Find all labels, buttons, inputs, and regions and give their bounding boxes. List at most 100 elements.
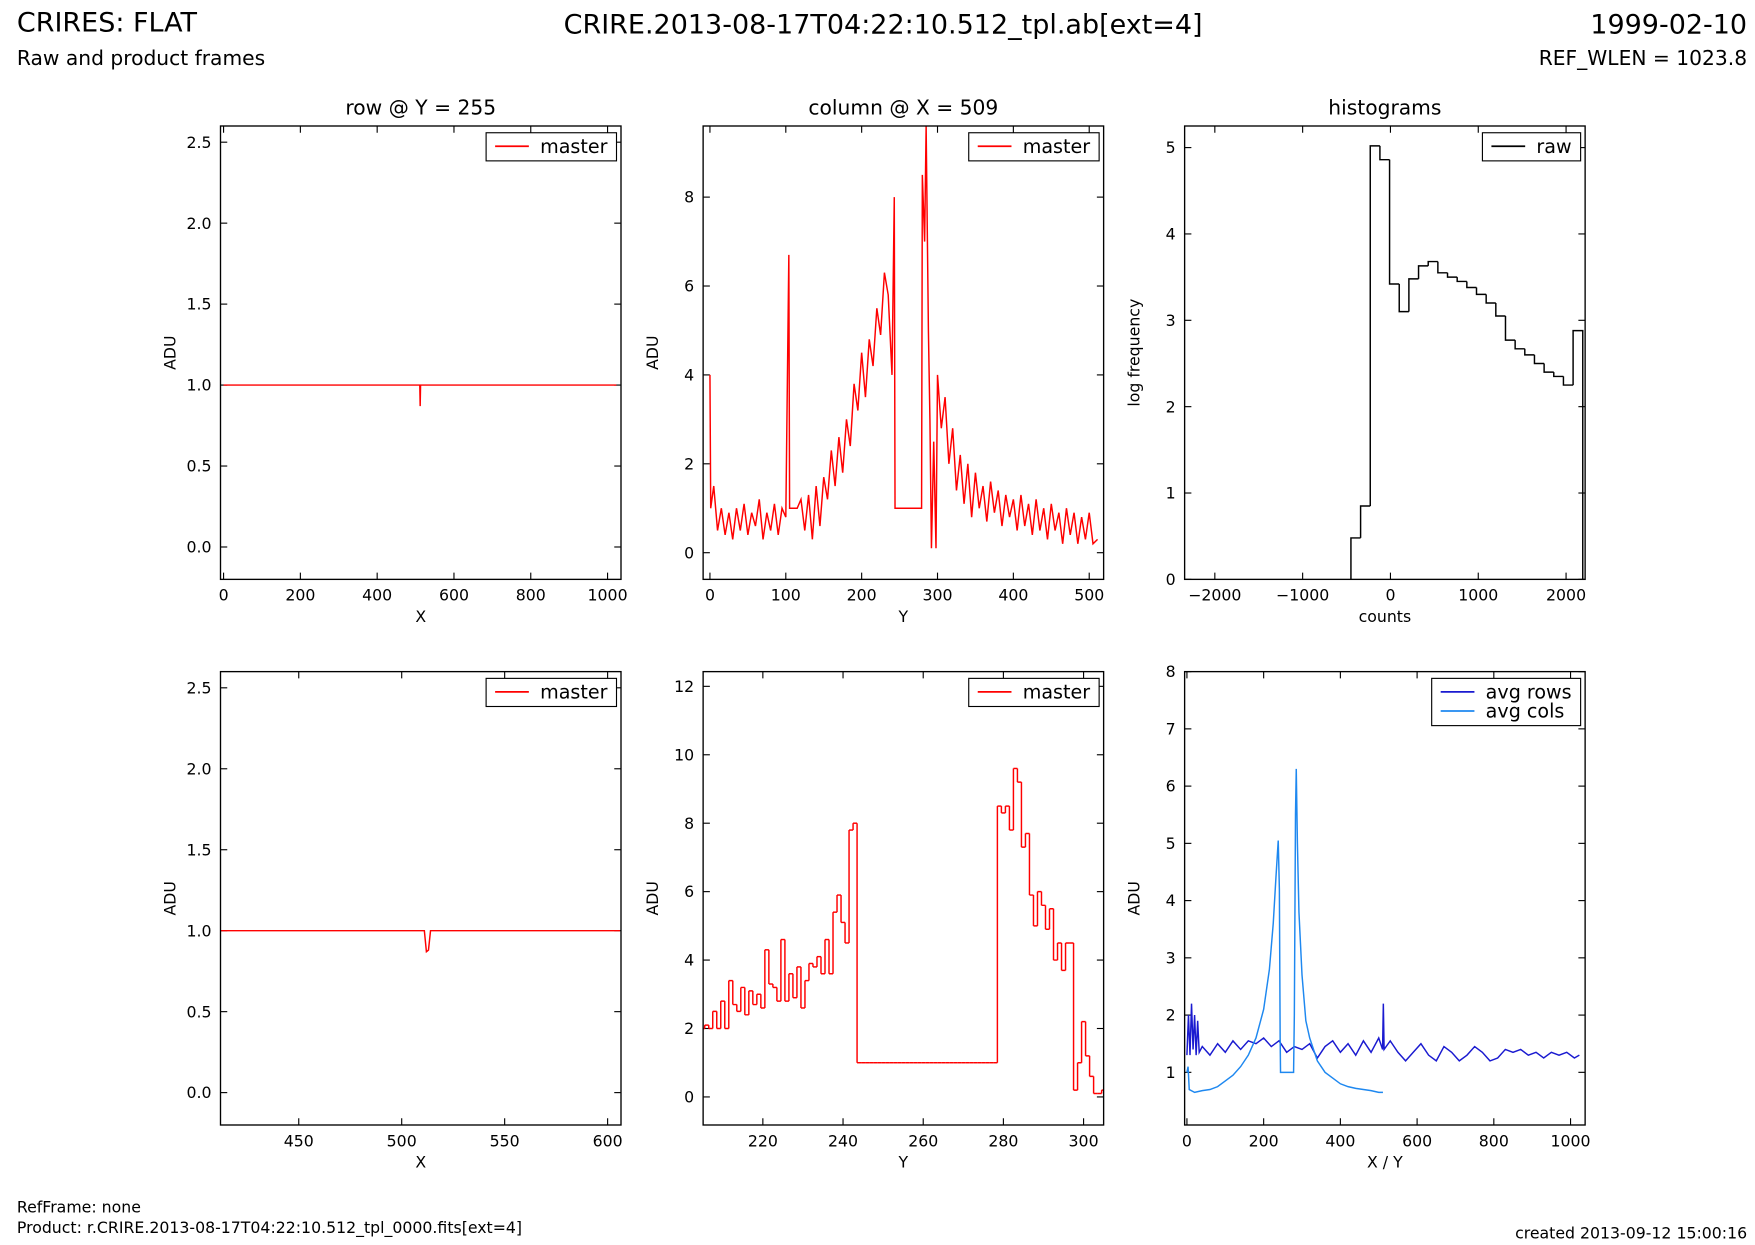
histogram-bin — [1437, 261, 1448, 274]
y-tick-label: 4 — [1166, 225, 1176, 244]
y-tick-label: 2.5 — [186, 678, 211, 697]
x-tick-label: 100 — [771, 586, 801, 605]
data-line — [223, 384, 617, 407]
x-axis-label: Y — [898, 1153, 909, 1172]
x-tick-label: 0 — [705, 586, 715, 605]
histogram-bin — [1369, 145, 1380, 506]
legend-label: avg cols — [1486, 700, 1565, 723]
header-filename: CRIRE.2013-08-17T04:22:10.512_tpl.ab[ext… — [564, 10, 1203, 41]
histogram-bin — [1388, 159, 1400, 285]
legend: master — [485, 132, 618, 162]
subplot-title: column @ X = 509 — [808, 96, 998, 120]
x-tick-label: 300 — [1069, 1131, 1099, 1150]
y-tick-label: 0 — [684, 1088, 694, 1107]
histogram-bin — [1524, 348, 1535, 356]
subplot: 0 200 400 600 800 1000 0.0 0.5 1.0 1.5 2.0 2.5 row @… — [160, 96, 627, 626]
y-axis-label: ADU — [160, 335, 179, 369]
histogram-bin — [1572, 329, 1584, 580]
data-line — [1186, 1003, 1580, 1062]
subplot-title: row @ Y = 255 — [345, 96, 496, 120]
data-line — [1186, 768, 1383, 1094]
subplot: 220 240 260 280 300 0 2 4 6 8 10 12 Y ADU master — [643, 670, 1105, 1172]
y-tick-label: 0.5 — [186, 457, 211, 476]
x-tick-label: 400 — [1325, 1131, 1355, 1150]
y-tick-label: 8 — [684, 814, 694, 833]
legend-label: raw — [1536, 135, 1571, 158]
x-tick-label: −1000 — [1276, 586, 1329, 605]
x-tick-label: 1000 — [588, 586, 628, 605]
histogram-bin — [1427, 260, 1438, 266]
footer-created: created 2013-09-12 15:00:16 — [1515, 1224, 1747, 1243]
y-tick-label: 0.0 — [186, 1083, 211, 1102]
histogram-bin — [1543, 363, 1554, 373]
histogram-bin — [1359, 505, 1371, 538]
y-tick-label: 6 — [684, 882, 694, 901]
y-tick-label: 6 — [1166, 777, 1176, 796]
x-tick-label: −2000 — [1188, 586, 1241, 605]
y-axis-label: log frequency — [1125, 299, 1144, 407]
x-tick-label: 240 — [828, 1131, 858, 1150]
histogram-bin — [1350, 537, 1361, 580]
histogram-bin — [1514, 340, 1525, 350]
x-tick-label: 280 — [988, 1131, 1018, 1150]
y-tick-label: 0.0 — [186, 538, 211, 557]
x-tick-label: 0 — [1385, 586, 1395, 605]
x-tick-label: 200 — [847, 586, 877, 605]
plot-area — [1350, 145, 1584, 580]
x-tick-label: 260 — [908, 1131, 938, 1150]
y-axis-label: ADU — [1125, 881, 1144, 915]
y-tick-label: 12 — [674, 677, 694, 696]
y-tick-label: 5 — [1166, 138, 1176, 157]
y-tick-label: 2.5 — [186, 133, 211, 152]
histogram-bin — [1398, 284, 1409, 313]
x-tick-label: 500 — [1074, 586, 1104, 605]
y-tick-label: 2 — [1166, 1006, 1176, 1025]
y-tick-label: 4 — [684, 951, 694, 970]
legend: master — [968, 677, 1100, 708]
y-tick-label: 8 — [684, 188, 694, 207]
subplot: 450 500 550 600 0.0 0.5 1.0 1.5 2.0 2.5 X ADU master — [160, 670, 623, 1172]
y-tick-label: 7 — [1166, 719, 1176, 738]
histogram-bin — [1475, 287, 1487, 296]
y-tick-label: 1.5 — [186, 840, 211, 859]
legend: raw — [1481, 132, 1582, 162]
x-tick-label: 450 — [284, 1131, 314, 1150]
header-subtitle: Raw and product frames — [17, 46, 265, 70]
x-tick-label: 500 — [387, 1131, 417, 1150]
plot-frame — [1183, 125, 1586, 581]
y-tick-label: 2 — [684, 1019, 694, 1038]
y-tick-label: 1.0 — [186, 376, 211, 395]
histogram-bin — [1466, 281, 1477, 289]
x-axis-label: X — [415, 1153, 426, 1172]
x-tick-label: 800 — [1479, 1131, 1509, 1150]
legend: master — [485, 677, 618, 708]
legend-label: master — [1023, 681, 1091, 704]
plot-area — [709, 125, 1099, 549]
y-tick-label: 3 — [1166, 948, 1176, 967]
x-tick-label: 1000 — [1551, 1131, 1591, 1150]
legend-box — [1431, 677, 1582, 727]
y-tick-label: 1 — [1166, 484, 1176, 503]
x-tick-label: 600 — [1402, 1131, 1432, 1150]
legend-label: master — [540, 135, 608, 158]
subplot: 0 100 200 300 400 500 0 2 4 6 8 column @ X = 509 Y AD… — [643, 96, 1105, 626]
plot-frame — [702, 125, 1105, 581]
y-tick-label: 10 — [674, 745, 694, 764]
x-tick-label: 300 — [922, 586, 952, 605]
plot-frame — [702, 670, 1105, 1126]
x-axis-label: X / Y — [1367, 1153, 1403, 1172]
y-tick-label: 4 — [684, 366, 694, 385]
histogram-bin — [1408, 278, 1419, 312]
footer-refframe: RefFrame: none — [17, 1198, 141, 1217]
legend-label: master — [540, 681, 608, 704]
header-ref-wlen: REF_WLEN = 1023.8 — [1539, 46, 1747, 70]
x-tick-label: 550 — [490, 1131, 520, 1150]
x-tick-label: 800 — [516, 586, 546, 605]
plot-frame — [219, 125, 622, 581]
y-tick-label: 2 — [684, 454, 694, 473]
x-tick-label: 2000 — [1546, 586, 1586, 605]
x-tick-label: 0 — [1182, 1131, 1192, 1150]
histogram-bin — [1533, 354, 1545, 365]
